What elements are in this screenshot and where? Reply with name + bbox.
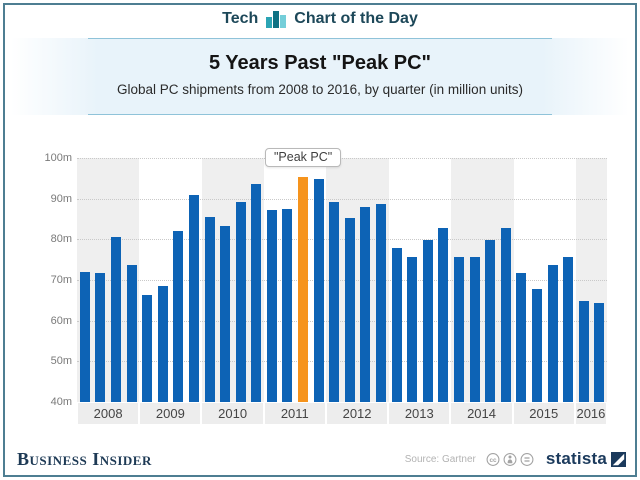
bar <box>95 273 106 402</box>
gridline <box>77 361 607 363</box>
bar <box>344 218 355 402</box>
peak-callout: "Peak PC" <box>265 148 342 167</box>
bar <box>594 302 605 402</box>
x-axis-year-label: 2011 <box>264 403 325 424</box>
bar <box>578 301 589 402</box>
masthead-section-label: Tech <box>222 10 259 27</box>
bar <box>422 240 433 402</box>
statista-mark-icon <box>611 451 626 467</box>
bar <box>126 264 137 402</box>
bar <box>251 184 262 402</box>
source-credit: Source: Gartner <box>404 453 476 465</box>
bar <box>173 230 184 402</box>
y-axis-tick-label: 90m <box>50 192 72 205</box>
page-title: 5 Years Past "Peak PC" <box>208 52 432 74</box>
gridline <box>77 158 607 159</box>
bar <box>376 203 387 402</box>
bar-chart-icon <box>266 10 287 28</box>
year-band <box>514 158 576 402</box>
page-subtitle: Global PC shipments from 2008 to 2016, b… <box>117 82 523 97</box>
year-band <box>139 158 201 402</box>
y-axis-tick-label: 60m <box>50 314 72 327</box>
bar <box>391 247 402 402</box>
masthead: Tech Chart of the Day <box>0 7 640 31</box>
title-rules <box>88 38 552 115</box>
statista-logo: statista <box>546 449 626 469</box>
gridline <box>77 239 607 241</box>
masthead-title: Chart of the Day <box>294 10 418 27</box>
x-axis-year-label: 2008 <box>78 403 139 424</box>
bar <box>157 285 168 402</box>
bar <box>453 257 464 402</box>
bar <box>563 257 574 402</box>
svg-text:cc: cc <box>489 456 497 463</box>
bar <box>235 202 246 402</box>
bar <box>313 178 324 402</box>
year-band <box>264 158 326 402</box>
y-axis: 100m 90m 80m 70m 60m 50m 40m <box>38 152 72 408</box>
plot-area: "Peak PC" <box>77 148 608 402</box>
bar <box>110 236 121 402</box>
footer-attribution: Source: Gartner cc statista <box>405 449 626 469</box>
cc-license-icons: cc <box>486 452 534 466</box>
y-axis-tick-label: 80m <box>50 233 72 246</box>
attribution-person-icon <box>507 455 513 463</box>
bar <box>282 209 293 402</box>
bar <box>188 195 199 402</box>
bar <box>547 265 558 402</box>
y-axis-tick-label: 70m <box>50 274 72 286</box>
publisher-logo: Business Insider <box>17 449 152 469</box>
bar <box>360 207 371 402</box>
x-axis-year-label: 2009 <box>140 403 201 424</box>
bar <box>438 227 449 402</box>
year-band <box>389 158 451 402</box>
bar <box>407 257 418 402</box>
x-axis-year-label: 2014 <box>451 403 512 424</box>
statista-wordmark: statista <box>545 449 607 468</box>
bar <box>220 225 231 402</box>
x-axis-year-label: 2010 <box>202 403 263 424</box>
bar <box>531 288 542 402</box>
y-axis-tick-label: 40m <box>50 396 72 408</box>
x-axis: 2008 2009 2010 2011 2012 2013 2014 2015 2016 <box>77 403 607 424</box>
x-axis-year-label: 2015 <box>513 403 574 424</box>
bar <box>79 272 90 402</box>
nd-equals-icon <box>524 456 530 462</box>
bar <box>204 217 215 402</box>
y-axis-tick-label: 50m <box>50 355 72 368</box>
peak-bar <box>298 176 309 402</box>
x-axis-year-label: 2016 <box>575 403 606 424</box>
x-axis-year-label: 2013 <box>389 403 450 424</box>
x-axis-year-label: 2012 <box>326 403 388 424</box>
title-band: 5 Years Past "Peak PC" Global PC shipmen… <box>11 38 629 115</box>
bar <box>469 257 480 402</box>
bar <box>485 239 496 402</box>
gridline <box>77 198 607 200</box>
bar <box>500 228 511 402</box>
bar <box>266 209 277 402</box>
bar <box>329 201 340 402</box>
y-axis-tick-label: 100m <box>44 152 72 164</box>
bar <box>516 272 527 402</box>
gridline <box>77 320 607 322</box>
gridline <box>77 280 607 281</box>
bar <box>142 295 153 402</box>
